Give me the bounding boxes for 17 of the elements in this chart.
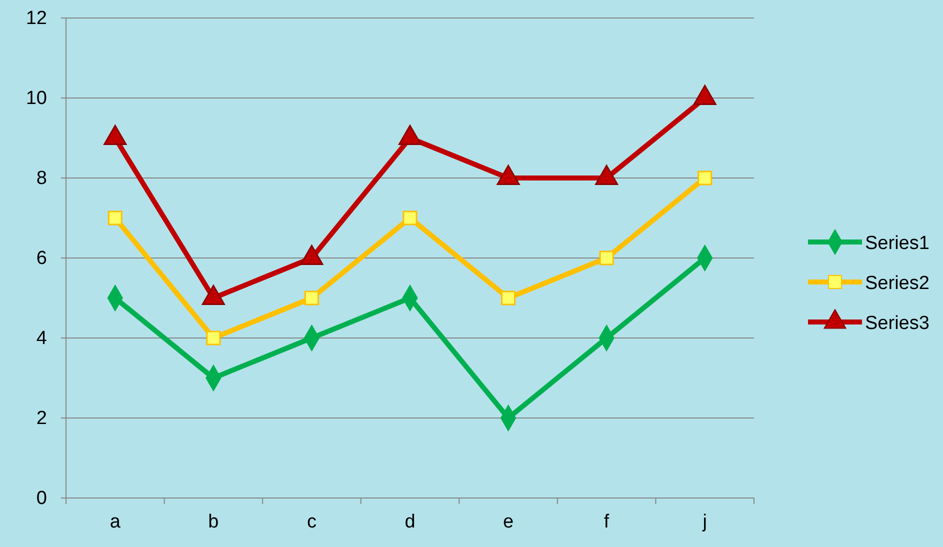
x-tick-label: c [306, 511, 316, 532]
x-tick-label: f [604, 511, 610, 532]
x-tick-label: b [208, 511, 219, 532]
y-tick-label: 8 [36, 168, 47, 190]
y-tick-label: 2 [36, 408, 47, 430]
legend-label: Series2 [865, 273, 930, 294]
y-tick-label: 0 [36, 488, 47, 510]
x-tick-label: e [502, 511, 514, 532]
legend-label: Series3 [865, 313, 930, 334]
legend-label: Series1 [865, 233, 930, 254]
x-tick-label: j [702, 511, 707, 532]
y-tick-label: 10 [26, 88, 47, 110]
y-tick-label: 12 [26, 8, 47, 30]
y-tick-label: 4 [36, 328, 48, 350]
y-tick-label: 6 [36, 248, 47, 270]
x-tick-label: d [404, 511, 416, 532]
x-tick-label: a [110, 511, 121, 532]
